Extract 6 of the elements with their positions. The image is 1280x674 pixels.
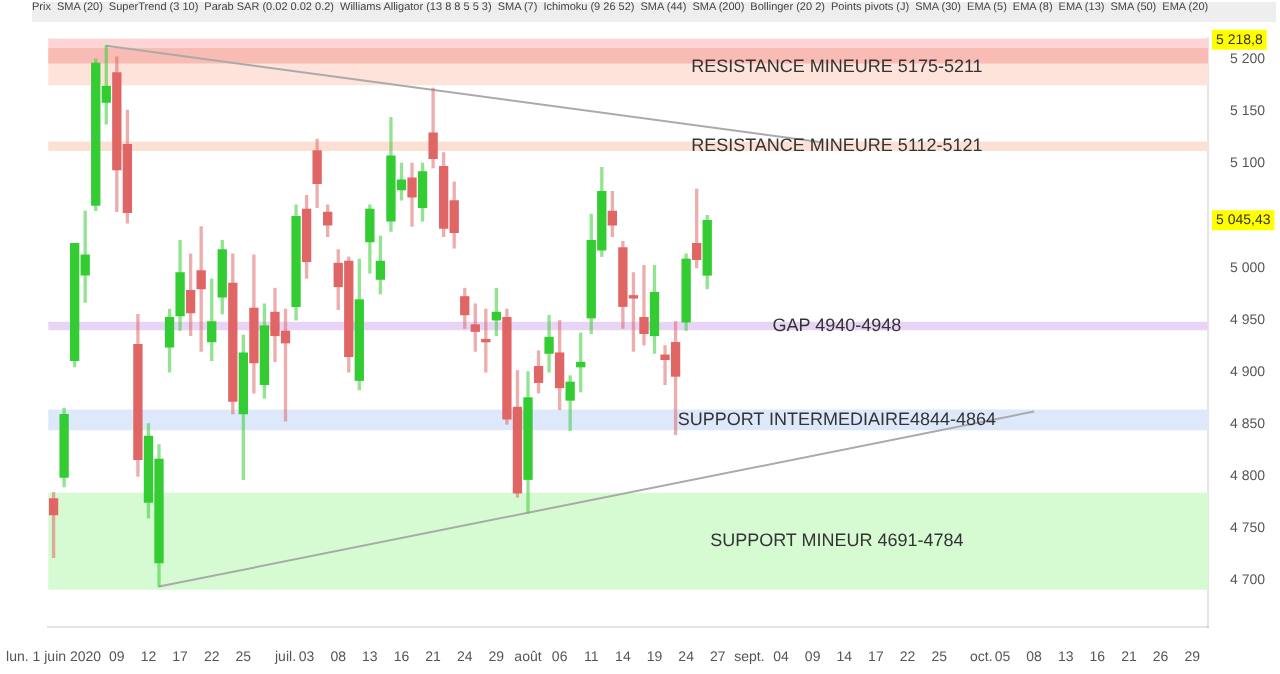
- band-label: GAP 4940-4948: [772, 314, 902, 335]
- band-label: SUPPORT MINEUR 4691-4784: [710, 530, 964, 551]
- band-label: RESISTANCE MINEURE 5175-5211: [691, 55, 983, 76]
- candlestick: [639, 264, 649, 346]
- band-label: SUPPORT INTERMEDIAIRE4844-4864: [677, 408, 997, 429]
- band-label: RESISTANCE MINEURE 5112-5121: [691, 135, 983, 156]
